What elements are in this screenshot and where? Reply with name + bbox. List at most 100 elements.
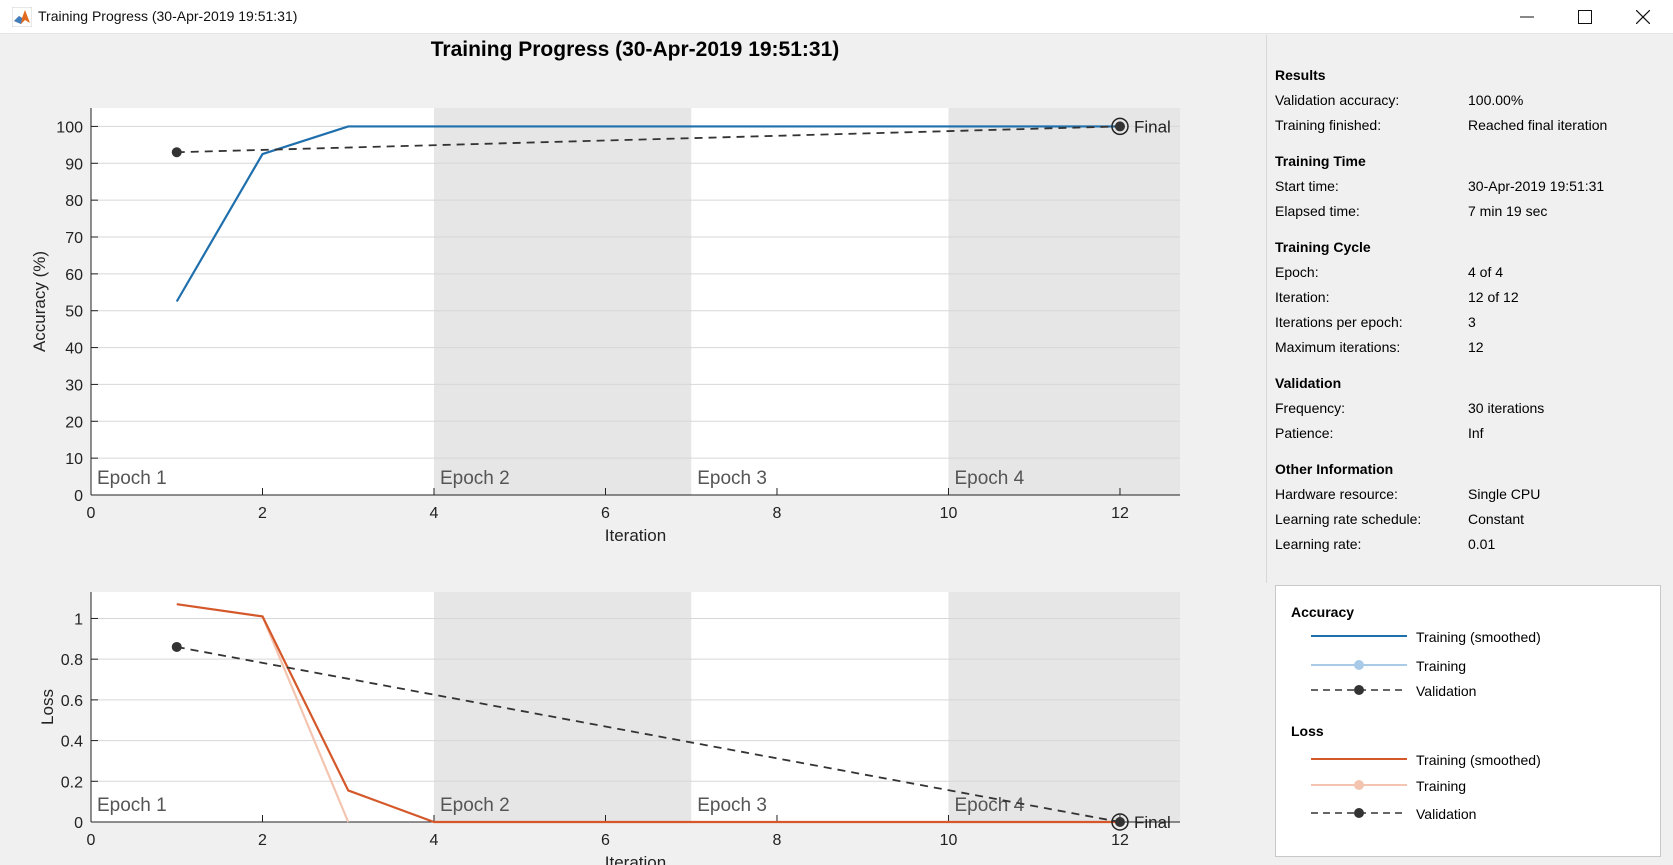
y-tick-label: 100 — [56, 119, 83, 136]
figure-title: Training Progress (30-Apr-2019 19:51:31) — [430, 38, 840, 61]
info-section-heading: Other Information — [1275, 461, 1394, 477]
info-label: Iterations per epoch: — [1275, 314, 1403, 330]
x-axis-label: Iteration — [605, 526, 666, 545]
legend-loss-training-swatch — [1311, 780, 1407, 790]
y-tick-label: 60 — [65, 267, 83, 284]
final-label: Final — [1134, 117, 1171, 136]
close-icon — [1636, 10, 1650, 24]
minimize-button[interactable] — [1498, 0, 1556, 34]
x-tick-label: 6 — [601, 505, 610, 522]
info-value: 0.01 — [1468, 536, 1496, 552]
legend-accuracy-heading: Accuracy — [1291, 604, 1355, 620]
info-section-heading: Results — [1275, 67, 1326, 83]
y-tick-label: 0 — [74, 815, 83, 832]
series-line — [176, 125, 1121, 154]
y-tick-label: 0.2 — [61, 774, 83, 791]
x-tick-label: 0 — [87, 832, 96, 849]
info-label: Validation accuracy: — [1275, 92, 1400, 108]
info-label: Learning rate: — [1275, 536, 1362, 552]
final-marker-ring — [1111, 117, 1129, 136]
y-tick-label: 80 — [65, 193, 83, 210]
x-tick-label: 8 — [773, 505, 782, 522]
x-tick-label: 0 — [87, 505, 96, 522]
final-marker-ring — [1111, 813, 1129, 831]
info-section-heading: Validation — [1275, 375, 1342, 391]
maximize-button[interactable] — [1556, 0, 1614, 34]
legend: Accuracy Training (smoothed) Training Va… — [1275, 585, 1661, 857]
info-value: 7 min 19 sec — [1468, 203, 1548, 219]
legend-loss-smoothed-swatch — [1311, 758, 1407, 760]
legend-accuracy-smoothed-swatch — [1311, 635, 1407, 637]
info-value: Reached final iteration — [1468, 117, 1608, 133]
info-label: Training finished: — [1275, 117, 1382, 133]
accuracy-plot: Epoch 1 Epoch 2 Epoch 3 Epoch 4 0 2 4 6 8 10 12 0 10… — [30, 108, 1180, 545]
info-value: 30 iterations — [1468, 400, 1545, 416]
x-tick-label: 10 — [940, 832, 958, 849]
epoch-label: Epoch 2 — [440, 468, 510, 489]
info-label: Elapsed time: — [1275, 203, 1360, 219]
x-tick-label: 4 — [430, 505, 439, 522]
info-section-heading: Training Time — [1275, 153, 1366, 169]
info-value: 3 — [1468, 314, 1476, 330]
y-tick-label: 30 — [65, 377, 83, 394]
info-value: 30-Apr-2019 19:51:31 — [1468, 178, 1605, 194]
info-label: Frequency: — [1275, 400, 1346, 416]
y-tick-label: 70 — [65, 230, 83, 247]
y-tick-label: 0.6 — [61, 693, 83, 710]
title-bar[interactable]: Training Progress (30-Apr-2019 19:51:31) — [0, 0, 1673, 34]
legend-loss-validation-swatch — [1311, 808, 1407, 818]
close-button[interactable] — [1614, 0, 1672, 34]
final-label: Final — [1134, 813, 1171, 832]
info-value: 4 of 4 — [1468, 264, 1504, 280]
epoch-label: Epoch 1 — [97, 795, 167, 816]
window-title: Training Progress (30-Apr-2019 19:51:31) — [38, 8, 298, 24]
maximize-icon — [1578, 10, 1592, 24]
legend-accuracy-validation-label: Validation — [1416, 683, 1477, 699]
x-tick-label: 8 — [773, 832, 782, 849]
info-value: Constant — [1468, 511, 1525, 527]
x-tick-label: 12 — [1111, 505, 1129, 522]
legend-loss-heading: Loss — [1291, 723, 1324, 739]
legend-loss-validation-label: Validation — [1416, 806, 1477, 822]
legend-accuracy-training-swatch — [1311, 660, 1407, 670]
matlab-icon — [12, 7, 32, 27]
y-tick-label: 50 — [65, 304, 83, 321]
info-label: Iteration: — [1275, 289, 1330, 305]
epoch-label: Epoch 4 — [954, 468, 1024, 489]
final-marker-dot — [1114, 817, 1125, 827]
x-tick-label: 4 — [430, 832, 439, 849]
series-line — [175, 125, 1120, 303]
info-value: 100.00% — [1468, 92, 1524, 108]
x-tick-label: 2 — [258, 505, 267, 522]
epoch-shade — [948, 592, 1180, 822]
info-value: 12 — [1468, 339, 1484, 355]
info-label: Start time: — [1275, 178, 1339, 194]
series-line — [176, 646, 1121, 823]
info-value: Single CPU — [1468, 486, 1541, 502]
y-axis-label: Accuracy (%) — [30, 251, 49, 352]
validation-point — [171, 641, 182, 652]
legend-accuracy-validation-swatch — [1311, 685, 1407, 695]
epoch-label: Epoch 2 — [440, 795, 510, 816]
legend-loss-smoothed-label: Training (smoothed) — [1416, 752, 1541, 768]
epoch-label: Epoch 1 — [97, 468, 167, 489]
y-tick-label: 10 — [65, 451, 83, 468]
y-tick-label: 0 — [74, 488, 83, 505]
info-label: Epoch: — [1275, 264, 1319, 280]
training-info-panel[interactable]: Results Validation accuracy: 100.00% Traini… — [1266, 35, 1673, 583]
y-tick-label: 0.4 — [61, 734, 83, 751]
series-line — [176, 603, 1120, 824]
charts-canvas: Epoch 1 Epoch 2 Epoch 3 Epoch 40 2 4 6 8 10 12010… — [30, 108, 1180, 865]
epoch-shade — [948, 108, 1180, 495]
epoch-label: Epoch 3 — [697, 468, 767, 489]
info-section-heading: Training Cycle — [1275, 239, 1371, 255]
y-tick-label: 1 — [74, 611, 83, 628]
y-tick-label: 20 — [65, 414, 83, 431]
x-tick-label: 10 — [940, 505, 958, 522]
legend-accuracy-training-label: Training — [1416, 658, 1467, 674]
minimize-icon — [1520, 16, 1534, 18]
info-label: Maximum iterations: — [1275, 339, 1401, 355]
info-label: Learning rate schedule: — [1275, 511, 1422, 527]
epoch-label: Epoch 3 — [697, 795, 767, 816]
